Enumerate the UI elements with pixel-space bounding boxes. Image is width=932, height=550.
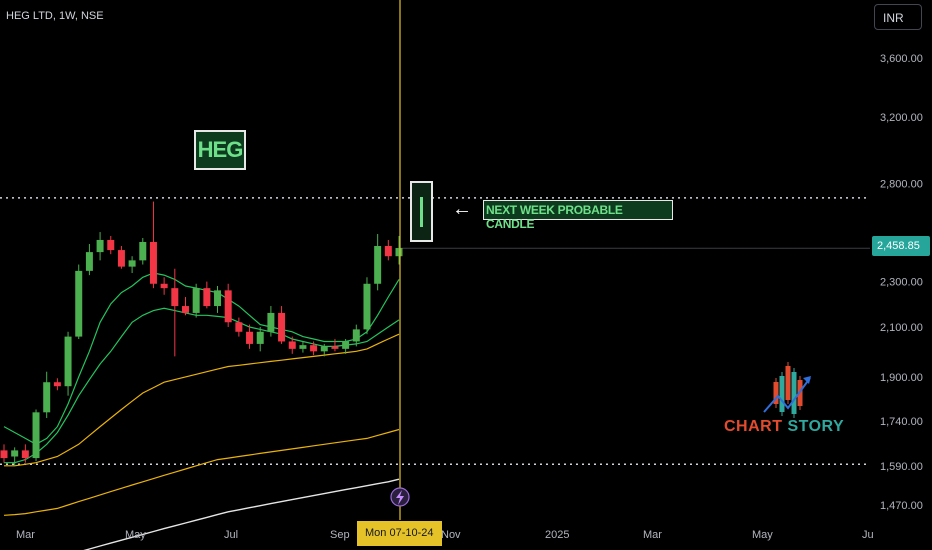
y-tick-label: 1,900.00 <box>880 372 923 384</box>
logo-mini-candle <box>773 382 779 404</box>
candle-body <box>171 288 179 307</box>
candle-body <box>149 241 157 284</box>
candle-body <box>299 345 307 349</box>
candle-body <box>224 290 232 323</box>
candle-body <box>256 331 264 344</box>
x-tick-label: Jul <box>224 529 238 541</box>
logo-word-story: STORY <box>787 418 845 435</box>
y-tick-label: 2,100.00 <box>880 322 923 334</box>
logo-mini-candle <box>791 372 797 414</box>
logo-trend-arrow <box>763 377 811 413</box>
logo-mini-candle <box>785 366 791 400</box>
candle-body <box>374 246 382 284</box>
chart-story-logo-icon <box>763 362 811 418</box>
x-tick-label: Ju <box>862 529 874 541</box>
candle-body <box>85 252 93 271</box>
candle-body <box>11 450 19 457</box>
candle-body <box>32 412 40 459</box>
candle-body <box>75 270 83 337</box>
moving-average-series <box>3 272 400 445</box>
candle-body <box>21 450 29 459</box>
candle-body <box>352 329 360 342</box>
y-tick-label: 1,470.00 <box>880 500 923 512</box>
candle-body <box>267 312 275 332</box>
x-tick-label: Sep <box>330 529 350 541</box>
candle-body <box>235 322 243 332</box>
y-tick-label: 3,600.00 <box>880 53 923 65</box>
y-tick-label: 1,740.00 <box>880 416 923 428</box>
candle-body <box>278 312 286 342</box>
candle-body <box>117 250 125 267</box>
probable-candle-bar <box>420 197 423 227</box>
chart-story-logo-text: CHART STORY <box>724 418 844 436</box>
moving-average-lines <box>3 272 400 550</box>
lightning-event-icon <box>390 487 410 507</box>
moving-average-series <box>3 428 400 516</box>
candles <box>0 201 403 466</box>
y-tick-label: 3,200.00 <box>880 112 923 124</box>
candle-body <box>96 239 104 253</box>
currency-button[interactable]: INR <box>874 4 922 30</box>
y-tick-label: 1,590.00 <box>880 461 923 473</box>
left-arrow-icon: ← <box>452 198 472 220</box>
x-tick-label: Mar <box>643 529 662 541</box>
candle-body <box>181 306 189 313</box>
probable-candle-box <box>410 181 433 242</box>
candle-body <box>331 346 339 349</box>
candle-body <box>53 382 61 387</box>
x-tick-label: May <box>125 529 146 541</box>
candle-body <box>107 239 115 251</box>
x-tick-label: 2025 <box>545 529 569 541</box>
lightning-glyph <box>396 490 404 505</box>
candle-body <box>214 290 222 307</box>
candle-body <box>342 341 350 349</box>
moving-average-series <box>4 333 400 467</box>
candle-body <box>288 341 296 349</box>
candle-body <box>363 283 371 330</box>
crosshair-date-label: Mon 07-10-24 <box>357 521 442 546</box>
candle-body <box>160 283 168 289</box>
moving-average-series <box>83 478 400 550</box>
y-tick-label: 2,300.00 <box>880 277 923 289</box>
candle-body <box>203 288 211 307</box>
logo-mini-candle <box>779 376 785 412</box>
candle-body <box>192 288 200 313</box>
time-axis: Mar May Jul Sep Nov 2025 Mar May Ju <box>16 529 874 541</box>
candle-body <box>395 248 403 257</box>
ticker-label-box: HEG <box>194 130 246 170</box>
x-tick-label: Mar <box>16 529 35 541</box>
x-tick-label: Nov <box>441 529 461 541</box>
candle-body <box>139 241 147 261</box>
logo-arrow-head <box>803 376 811 384</box>
candle-body <box>320 346 328 352</box>
candle-body <box>64 336 72 387</box>
y-tick-label: 2,800.00 <box>880 178 923 190</box>
x-tick-label: May <box>752 529 773 541</box>
dotted-levels <box>0 197 870 466</box>
candle-body <box>0 450 8 459</box>
last-price-label: 2,458.85 <box>872 236 930 256</box>
candle-body <box>246 331 254 344</box>
candle-body <box>310 345 318 352</box>
annotation-note: NEXT WEEK PROBABLE CANDLE <box>483 200 673 231</box>
candle-body <box>43 382 51 413</box>
candle-body <box>384 246 392 257</box>
logo-word-chart: CHART <box>724 418 783 435</box>
candle-body <box>128 260 136 267</box>
symbol-header: HEG LTD, 1W, NSE <box>6 10 104 22</box>
